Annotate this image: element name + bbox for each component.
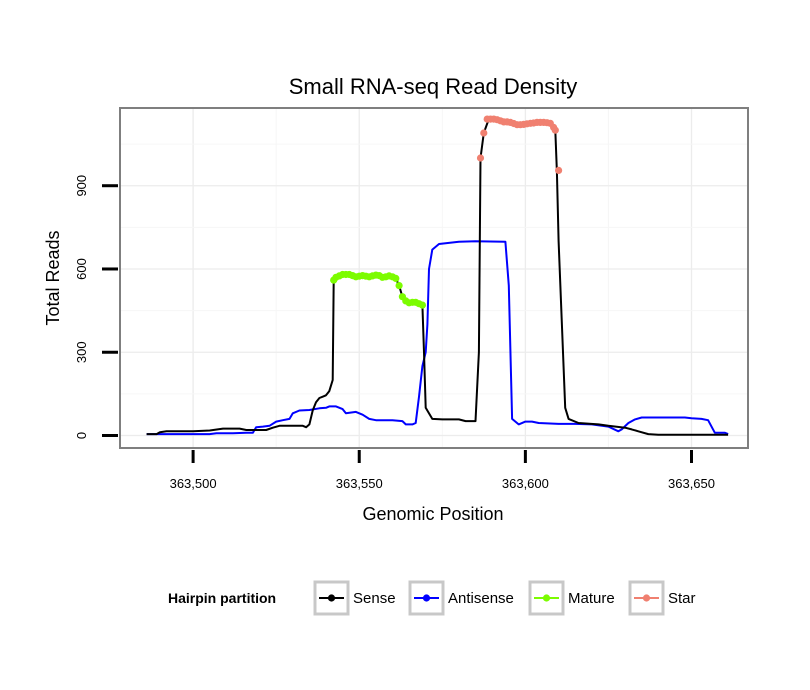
legend-label-antisense: Antisense — [448, 590, 514, 607]
legend-key-point-sense — [327, 594, 336, 602]
legend-key-point-star — [642, 594, 651, 602]
legend-key-point-antisense — [422, 594, 431, 602]
y-tick-label: 300 — [74, 341, 89, 363]
y-axis-title: Total Reads — [43, 230, 63, 325]
x-axis: 363,500 363,550 363,600 363,650 — [170, 450, 715, 491]
series-layer — [146, 115, 729, 436]
y-tick-label: 0 — [74, 432, 89, 439]
legend-key-point-mature — [542, 594, 551, 602]
legend-label-sense: Sense — [353, 590, 396, 607]
y-tick-label: 900 — [74, 175, 89, 197]
point-star — [480, 129, 488, 137]
x-tick-label: 363,500 — [170, 476, 217, 491]
plot-panel — [120, 108, 748, 448]
point-star — [476, 154, 485, 162]
y-tick-label: 600 — [74, 258, 89, 280]
point-mature — [418, 301, 426, 309]
legend-label-mature: Mature — [568, 590, 615, 607]
point-mature — [392, 274, 400, 282]
grid-lines — [120, 108, 748, 448]
x-axis-title: Genomic Position — [362, 504, 503, 524]
chart-title: Small RNA-seq Read Density — [289, 74, 578, 99]
legend-label-star: Star — [668, 590, 696, 607]
point-star — [551, 126, 559, 134]
legend-title: Hairpin partition — [168, 590, 276, 606]
legend: Hairpin partition Sense Antisense Mature St… — [168, 580, 696, 616]
x-tick-label: 363,550 — [336, 476, 383, 491]
point-star — [555, 166, 563, 174]
plot-border — [119, 107, 749, 449]
y-axis: 0 300 600 900 — [74, 175, 118, 439]
x-tick-label: 363,600 — [502, 476, 549, 491]
point-mature — [395, 282, 403, 290]
x-tick-label: 363,650 — [668, 476, 715, 491]
